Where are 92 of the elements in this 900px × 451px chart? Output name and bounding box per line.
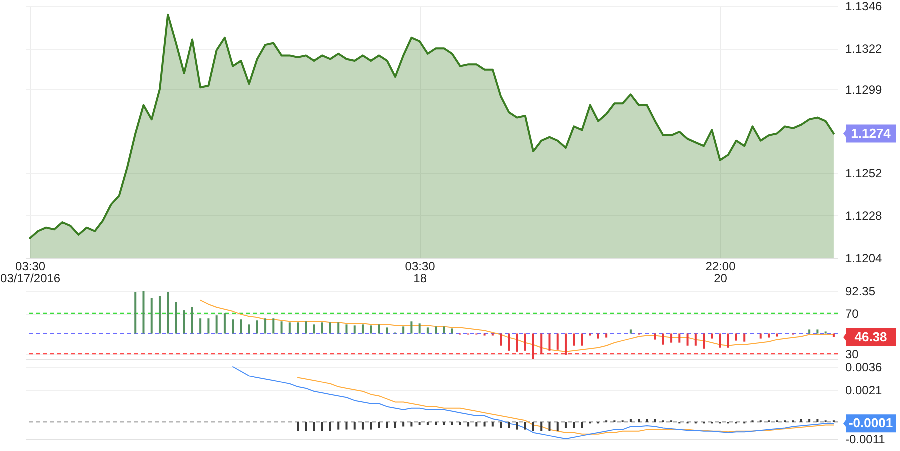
bar bbox=[581, 334, 584, 346]
line-series bbox=[232, 366, 834, 440]
bar bbox=[597, 334, 600, 339]
bar bbox=[142, 291, 145, 334]
y-tick-label: 1.1346 bbox=[846, 0, 883, 14]
y-tick-label: 1.1299 bbox=[846, 82, 883, 97]
bar bbox=[272, 318, 275, 334]
bar bbox=[573, 334, 576, 346]
bar bbox=[508, 334, 510, 351]
bar bbox=[402, 326, 405, 334]
bar bbox=[346, 324, 348, 334]
bar bbox=[175, 302, 178, 334]
bar bbox=[703, 334, 706, 349]
bar bbox=[443, 326, 446, 334]
y-tick-label: 70 bbox=[846, 307, 860, 322]
bar bbox=[524, 334, 526, 351]
y-tick-label: 0.0036 bbox=[846, 360, 883, 374]
bar bbox=[288, 322, 291, 334]
y-tick-label: 1.1322 bbox=[846, 42, 883, 56]
bar bbox=[694, 334, 697, 346]
bar bbox=[435, 326, 438, 334]
bar bbox=[216, 316, 218, 334]
bar bbox=[500, 334, 502, 346]
bar bbox=[370, 326, 372, 334]
bar bbox=[686, 334, 689, 346]
x-tick-label: 03:30 03/17/2016 bbox=[0, 260, 61, 286]
bar bbox=[256, 320, 258, 334]
bar bbox=[776, 334, 778, 337]
bar bbox=[808, 330, 811, 334]
bar bbox=[134, 292, 137, 334]
y-tick-label: 1.1252 bbox=[846, 166, 883, 180]
bar bbox=[556, 334, 559, 350]
bar bbox=[678, 334, 681, 343]
bar bbox=[564, 334, 567, 355]
bar bbox=[654, 334, 656, 340]
bar bbox=[736, 334, 738, 341]
bar bbox=[670, 334, 673, 343]
text: 46.38 bbox=[854, 329, 888, 344]
bar bbox=[183, 310, 186, 334]
bar bbox=[760, 334, 762, 339]
bar bbox=[630, 330, 632, 334]
bar bbox=[540, 334, 543, 354]
line-series bbox=[298, 377, 834, 435]
bar bbox=[426, 328, 429, 334]
bar bbox=[158, 296, 161, 334]
bar bbox=[719, 334, 722, 348]
line-series bbox=[200, 300, 834, 352]
bar bbox=[280, 322, 283, 334]
bar bbox=[191, 308, 194, 334]
y-tick-label: 1.1228 bbox=[846, 208, 883, 223]
bar bbox=[200, 318, 202, 334]
y-tick-label: 30 bbox=[846, 347, 860, 362]
bar bbox=[378, 324, 380, 334]
y-tick-label: -0.0011 bbox=[846, 432, 886, 446]
bar bbox=[832, 334, 835, 338]
y-tick-label: 92.35 bbox=[846, 284, 876, 298]
bar bbox=[532, 334, 534, 359]
bar bbox=[240, 320, 242, 334]
bar bbox=[232, 320, 234, 334]
bar bbox=[313, 324, 316, 334]
bar bbox=[410, 322, 413, 334]
bar bbox=[338, 322, 340, 334]
bar bbox=[711, 334, 714, 339]
bar bbox=[727, 334, 730, 348]
bar bbox=[321, 322, 324, 334]
bar bbox=[362, 324, 364, 334]
bar bbox=[548, 334, 551, 351]
x-tick-label: 22:00 20 bbox=[706, 260, 736, 286]
bar bbox=[330, 322, 332, 334]
bar bbox=[662, 334, 664, 345]
bar bbox=[451, 328, 454, 334]
bar bbox=[816, 330, 819, 334]
y-tick-label: 0.0021 bbox=[846, 383, 883, 398]
bar bbox=[150, 298, 153, 334]
bar bbox=[297, 322, 300, 334]
data-label: -0.0001 bbox=[848, 416, 894, 431]
bar bbox=[167, 292, 170, 334]
x-tick-label: 03:30 18 bbox=[405, 260, 436, 286]
bar bbox=[305, 322, 308, 334]
bar bbox=[744, 334, 746, 342]
data-label: 1.1274 bbox=[851, 126, 892, 141]
bar bbox=[516, 334, 518, 352]
bar bbox=[354, 326, 356, 334]
bar bbox=[264, 318, 267, 334]
bar bbox=[418, 324, 421, 334]
bar bbox=[224, 314, 226, 334]
bar bbox=[248, 324, 250, 334]
bar bbox=[386, 328, 388, 334]
bar bbox=[768, 334, 770, 338]
y-tick-label: 1.1204 bbox=[846, 252, 883, 266]
bar bbox=[606, 334, 608, 338]
bar bbox=[208, 318, 210, 334]
